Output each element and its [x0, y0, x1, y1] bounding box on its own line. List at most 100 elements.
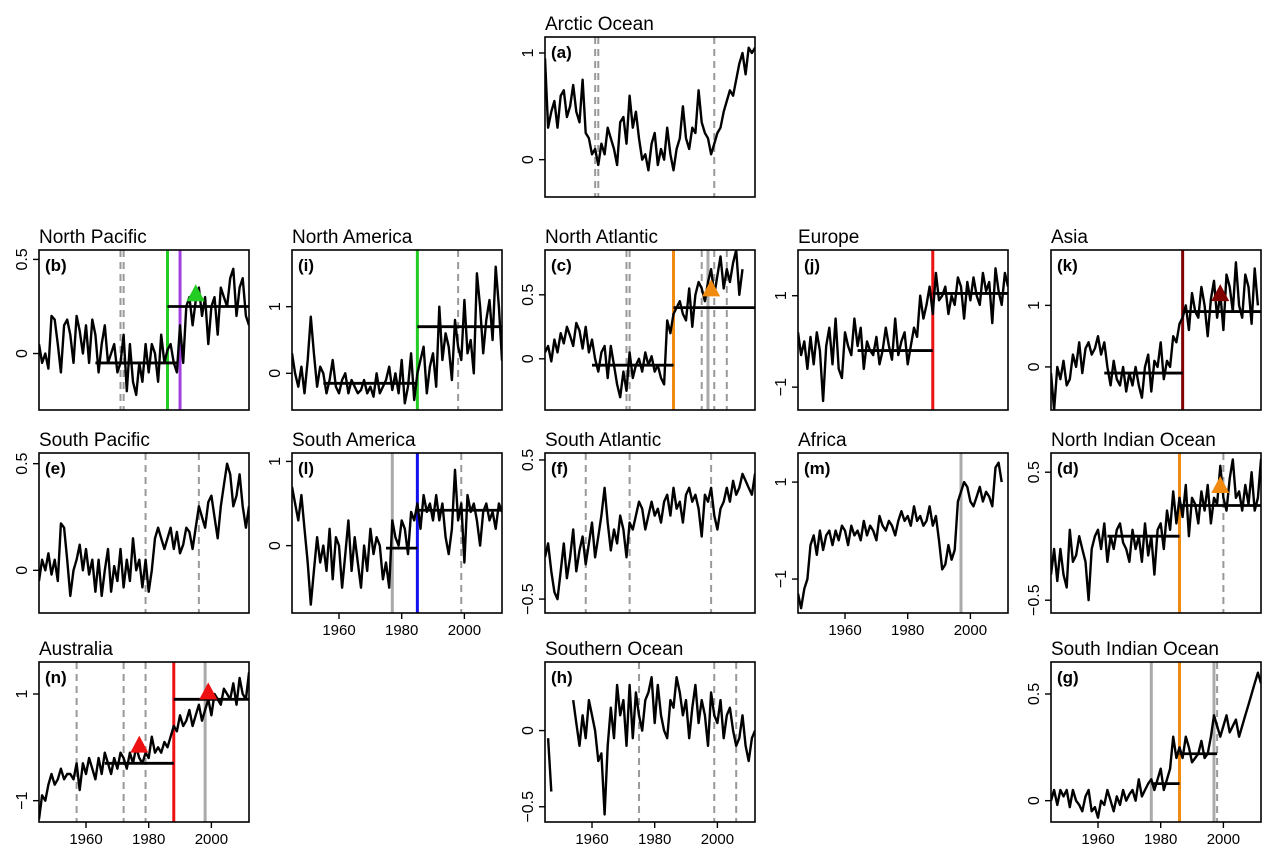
- panel-label: (l): [298, 459, 314, 478]
- panel-frame: [1050, 452, 1262, 614]
- panel-label: (n): [45, 668, 67, 687]
- panel-label: (g): [1057, 668, 1079, 687]
- series-line: [39, 267, 249, 397]
- panel-g: South Indian Ocean (g) 0 0.5 1960 1980 2000: [1026, 639, 1262, 848]
- x-tick-label: 1980: [132, 831, 165, 848]
- panel-title: Africa: [798, 430, 847, 451]
- change-triangle: [1211, 476, 1230, 493]
- change-triangle: [1211, 284, 1230, 302]
- y-tick-label: −1: [773, 378, 790, 396]
- panel-frame: [544, 452, 756, 614]
- plot-area: [1051, 453, 1261, 613]
- x-tick-label: 1960: [69, 831, 102, 848]
- panel-label: (c): [551, 256, 572, 275]
- panel-title: Europe: [798, 227, 859, 248]
- panel-frame: [1050, 661, 1262, 823]
- y-tick-label: 0.5: [14, 452, 31, 474]
- panel-frame: [1050, 249, 1262, 411]
- panel-j: Europe (j) −1 1: [773, 227, 1009, 411]
- x-tick-label: 1960: [828, 622, 861, 639]
- panel-frame: [544, 661, 756, 823]
- series-line: [292, 265, 502, 405]
- y-tick-label: 0.5: [14, 248, 31, 270]
- panel-title: Australia: [39, 639, 113, 660]
- panel-h: Southern Ocean (h) −0.5 0 1960 1980 2000: [520, 639, 756, 848]
- x-tick-label: 1960: [1081, 831, 1114, 848]
- panel-title: North Indian Ocean: [1051, 430, 1216, 451]
- y-tick-label: 1: [1026, 301, 1043, 310]
- panel-frame: [544, 249, 756, 411]
- panel-label: (k): [1057, 256, 1078, 275]
- panel-f: South Atlantic (f) −0.5 0.5: [520, 430, 756, 615]
- panel-m: Africa (m) −1 1 1960 1980 2000: [773, 430, 1009, 639]
- panel-n: Australia (n) −1 1 1960 1980 2000: [14, 639, 250, 848]
- panel-title: South America: [292, 430, 416, 451]
- panel-frame: [38, 452, 250, 614]
- plot-area: [798, 250, 1008, 410]
- panel-e: South Pacific (e) 0 0.5: [14, 430, 250, 614]
- panel-l: South America (l) 0 1 1960 1980 2000: [267, 430, 503, 639]
- plot-area: [798, 453, 1003, 613]
- x-tick-label: 2000: [448, 622, 481, 639]
- y-tick-label: 0: [520, 155, 537, 164]
- panel-d: North Indian Ocean (d) −0.5 0.5: [1026, 430, 1262, 616]
- y-tick-label: 0.5: [520, 449, 537, 471]
- y-tick-label: 1: [520, 48, 537, 57]
- y-tick-label: 1: [773, 291, 790, 300]
- series-line: [1051, 458, 1261, 602]
- series-line: [39, 671, 249, 820]
- panel-title: South Indian Ocean: [1051, 639, 1219, 660]
- plot-area: [546, 662, 755, 822]
- y-tick-label: 0: [14, 566, 31, 575]
- plot-area: [1051, 662, 1261, 822]
- series-line: [545, 46, 755, 172]
- series-line: [1051, 671, 1261, 819]
- panel-title: North Pacific: [39, 227, 147, 248]
- panel-label: (a): [551, 43, 572, 62]
- y-tick-label: 0: [1026, 796, 1043, 805]
- panel-title: North Atlantic: [545, 227, 658, 248]
- series-line: [545, 250, 744, 399]
- plot-area: [545, 37, 755, 197]
- panel-b: North Pacific (b) 0 0.5: [14, 227, 250, 411]
- x-tick-label: 1980: [1144, 831, 1177, 848]
- panel-label: (b): [45, 256, 67, 275]
- change-triangle: [702, 279, 721, 297]
- x-tick-label: 2000: [1207, 831, 1240, 848]
- panel-frame: [291, 249, 503, 411]
- panel-label: (f): [551, 459, 568, 478]
- panel-i: North America (i) 0 1: [267, 227, 503, 411]
- y-tick-label: 0.5: [520, 284, 537, 306]
- x-tick-label: 1980: [891, 622, 924, 639]
- panel-frame: [544, 36, 756, 198]
- panel-title: Arctic Ocean: [545, 14, 654, 35]
- series-line: [798, 461, 1003, 610]
- panel-label: (h): [551, 668, 573, 687]
- x-tick-label: 1980: [638, 831, 671, 848]
- plot-area: [292, 250, 502, 410]
- panel-label: (e): [45, 459, 66, 478]
- plot-area: [545, 250, 755, 410]
- panel-label: (d): [1057, 459, 1079, 478]
- plot-area: [545, 453, 755, 613]
- plot-area: [1051, 250, 1261, 410]
- plot-area: [39, 662, 249, 822]
- panel-title: Southern Ocean: [545, 639, 683, 660]
- series-line: [39, 462, 249, 598]
- series-line: [546, 676, 755, 816]
- panel-title: South Pacific: [39, 430, 150, 451]
- y-tick-label: 0: [520, 726, 537, 735]
- y-tick-label: −0.5: [1026, 584, 1043, 616]
- y-tick-label: 1: [773, 478, 790, 487]
- series-line: [1051, 261, 1260, 410]
- y-tick-label: 0: [520, 354, 537, 363]
- y-tick-label: 0: [1026, 362, 1043, 371]
- panel-a: Arctic Ocean (a) 0 1: [520, 14, 756, 198]
- x-tick-label: 2000: [195, 831, 228, 848]
- panel-title: Asia: [1051, 227, 1088, 248]
- panel-title: South Atlantic: [545, 430, 661, 451]
- y-tick-label: 1: [267, 302, 284, 311]
- y-tick-label: 0.5: [1026, 683, 1043, 705]
- x-tick-label: 1960: [575, 831, 608, 848]
